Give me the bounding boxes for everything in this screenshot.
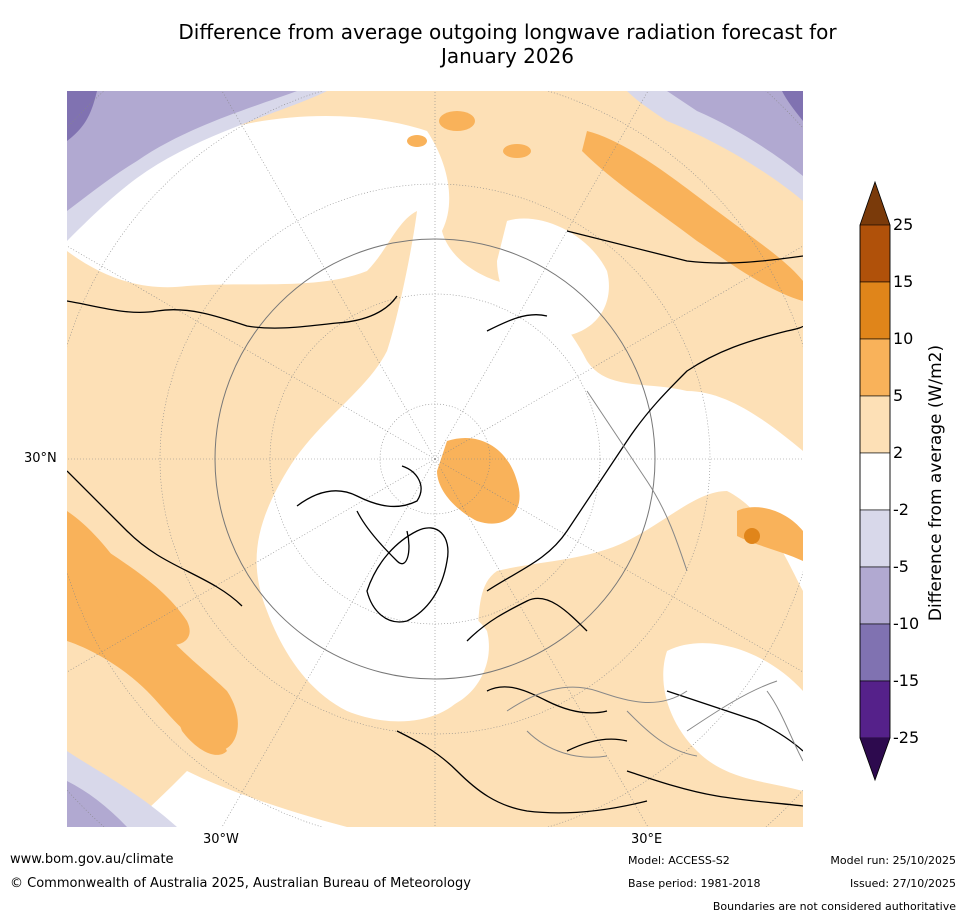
polar-map	[67, 91, 803, 827]
graticule	[67, 91, 803, 827]
colorbar-tick-label: 5	[893, 386, 904, 405]
footer-url: www.bom.gov.au/climate	[10, 852, 174, 867]
title-line-2: January 2026	[440, 44, 575, 68]
anomaly-near-average-region	[663, 643, 803, 791]
anomaly-5-10-region	[167, 691, 227, 755]
colorbar-outline	[859, 180, 891, 782]
footer-copyright: © Commonwealth of Australia 2025, Austra…	[10, 876, 471, 891]
lon-label-30e: 30°E	[631, 832, 663, 847]
anomaly-5-10-region	[107, 551, 190, 645]
anomaly-5-10-region	[439, 111, 475, 131]
colorbar	[859, 180, 891, 782]
anomaly-10-15-region	[744, 528, 760, 544]
arctic-circle	[214, 238, 656, 680]
colorbar-segment	[859, 680, 891, 739]
colorbar-tick-label: -5	[893, 557, 909, 576]
lon-label-30w: 30°W	[203, 832, 239, 847]
colorbar-segment	[859, 281, 891, 340]
colorbar-title: Difference from average (W/m2)	[926, 344, 946, 622]
colorbar-extend-bottom	[860, 738, 890, 780]
coastlines	[67, 230, 803, 814]
colorbar-segment	[859, 224, 891, 283]
footer-model-run: Model run: 25/10/2025	[830, 854, 956, 867]
colorbar-tick-label: 2	[893, 443, 904, 462]
lat-label-30n: 30°N	[24, 451, 57, 466]
anomaly-near-average-region	[127, 771, 347, 827]
colorbar-segment	[859, 395, 891, 454]
colorbar-tick-label: -10	[893, 614, 920, 633]
colorbar-tick-label: -2	[893, 500, 909, 519]
anomaly-minus-5-minus-10-region	[667, 91, 803, 176]
anomaly-minus-10-minus-15-region	[782, 91, 803, 121]
colorbar-tick-label: 25	[893, 215, 914, 234]
anomaly-5-10-region	[503, 144, 531, 158]
anomaly-5-10-region	[737, 507, 803, 561]
colorbar-tick-label: 10	[893, 329, 914, 348]
chart-title: Difference from average outgoing longwav…	[60, 20, 955, 68]
anomaly-minus-10-minus-15-region	[67, 91, 97, 141]
anomaly-near-average-region	[497, 218, 609, 337]
colorbar-tick-label: -25	[893, 728, 920, 747]
anomaly-5-10-region	[582, 131, 803, 301]
footer-issued: Issued: 27/10/2025	[849, 877, 956, 890]
colorbar-segment	[859, 623, 891, 682]
country-borders	[506, 390, 803, 762]
anomaly-near-average-region	[384, 600, 489, 711]
colorbar-tick-label: 15	[893, 272, 914, 291]
colorbar-segment	[859, 452, 891, 511]
anomaly-5-10-region	[437, 437, 520, 524]
anomaly-minus-5-minus-10-region	[67, 91, 297, 211]
anomaly-near-average-region	[67, 116, 803, 722]
footer-disclaimer: Boundaries are not considered authoritat…	[712, 900, 956, 913]
anomaly-minus-5-minus-10-region	[67, 781, 127, 827]
title-line-1: Difference from average outgoing longwav…	[178, 20, 837, 44]
colorbar-segment	[859, 566, 891, 625]
colorbar-tick-label: -15	[893, 671, 920, 690]
colorbar-segment	[859, 509, 891, 568]
footer-base-period: Base period: 1981-2018	[628, 877, 761, 890]
colorbar-extend-top	[860, 182, 890, 225]
colorbar-segment	[859, 338, 891, 397]
anomaly-5-10-region	[407, 135, 427, 147]
footer-model: Model: ACCESS-S2	[628, 854, 730, 867]
